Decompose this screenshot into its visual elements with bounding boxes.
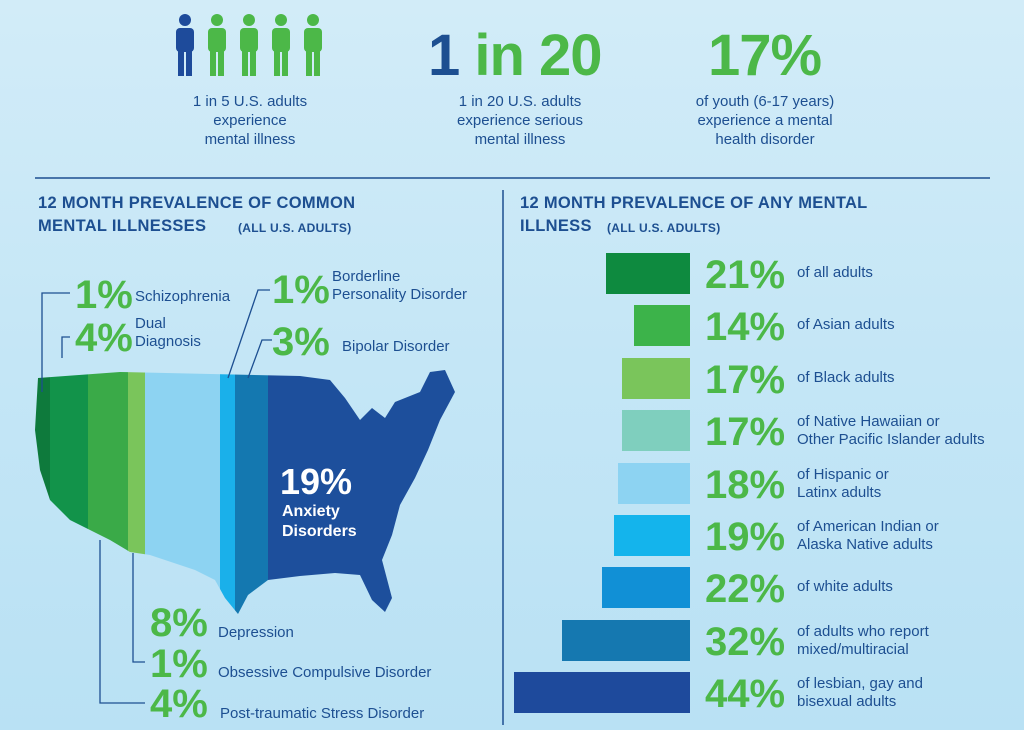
item-value: 19%: [280, 461, 353, 502]
value-label: 32%: [705, 619, 786, 664]
bar: [614, 515, 690, 556]
value-label: 14%: [705, 305, 786, 350]
value-label: 22%: [705, 567, 786, 612]
item-value: 8%: [150, 601, 208, 645]
category-label: of Native Hawaiian or Other Pacific Isla…: [797, 413, 985, 449]
stat-text: 1 in 20 U.S. adults experience serious m…: [457, 93, 583, 148]
stat-figure: in 20: [474, 23, 602, 88]
item-value: 1%: [150, 642, 208, 686]
bar: [622, 357, 690, 399]
bar: [562, 619, 690, 661]
bar: [618, 462, 690, 504]
panel-title: 12 MONTH PREVALENCE OF ANY MENTAL ILLNES…: [520, 194, 868, 235]
item-label: Anxiety Disorders: [282, 503, 357, 540]
panel-subtitle: (ALL U.S. ADULTS): [607, 221, 721, 235]
value-label: 17%: [705, 357, 786, 402]
stat-figure: 1: [428, 23, 460, 88]
category-label: of lesbian, gay and bisexual adults: [797, 675, 923, 711]
bar: [634, 305, 690, 347]
category-label: of Hispanic or Latinx adults: [797, 465, 889, 501]
value-label: 17%: [705, 410, 786, 455]
connectors: [41, 289, 272, 704]
bar: [602, 567, 690, 609]
us-map: [35, 370, 455, 614]
category-label: of adults who report mixed/multiracial: [797, 622, 929, 658]
item-value: 1%: [272, 268, 330, 312]
item-value: 4%: [150, 682, 208, 726]
category-label: of American Indian or Alaska Native adul…: [797, 518, 939, 553]
item-label: Dual Diagnosis: [135, 315, 201, 350]
value-label: 19%: [705, 515, 786, 559]
stat-figure: 17%: [708, 23, 822, 88]
person-icons: [176, 14, 322, 76]
value-label: 18%: [705, 462, 786, 507]
category-label: of Asian adults: [797, 316, 895, 334]
value-label: 44%: [705, 672, 786, 717]
item-label: Post-traumatic Stress Disorder: [220, 705, 425, 722]
bar: [514, 672, 690, 714]
item-label: Obsessive Compulsive Disorder: [218, 664, 432, 681]
item-label: Schizophrenia: [135, 288, 231, 305]
stat-text: of youth (6-17 years) experience a menta…: [695, 93, 835, 148]
bar: [606, 253, 690, 294]
value-label: 21%: [705, 253, 786, 297]
item-value: 3%: [272, 320, 330, 364]
category-label: of white adults: [797, 578, 893, 596]
stat-text: 1 in 5 U.S. adults experience mental ill…: [192, 93, 308, 148]
item-value: 1%: [75, 273, 133, 317]
category-label: of all adults: [797, 264, 873, 281]
item-value: 4%: [75, 316, 133, 360]
item-label: Depression: [218, 624, 294, 641]
item-label: Bipolar Disorder: [342, 338, 450, 355]
panel-subtitle: (ALL U.S. ADULTS): [238, 221, 352, 235]
item-label: Borderline Personality Disorder: [332, 268, 468, 303]
bar: [622, 410, 690, 452]
category-label: of Black adults: [797, 368, 895, 386]
panel-title: 12 MONTH PREVALENCE OF COMMON MENTAL ILL…: [38, 194, 356, 235]
